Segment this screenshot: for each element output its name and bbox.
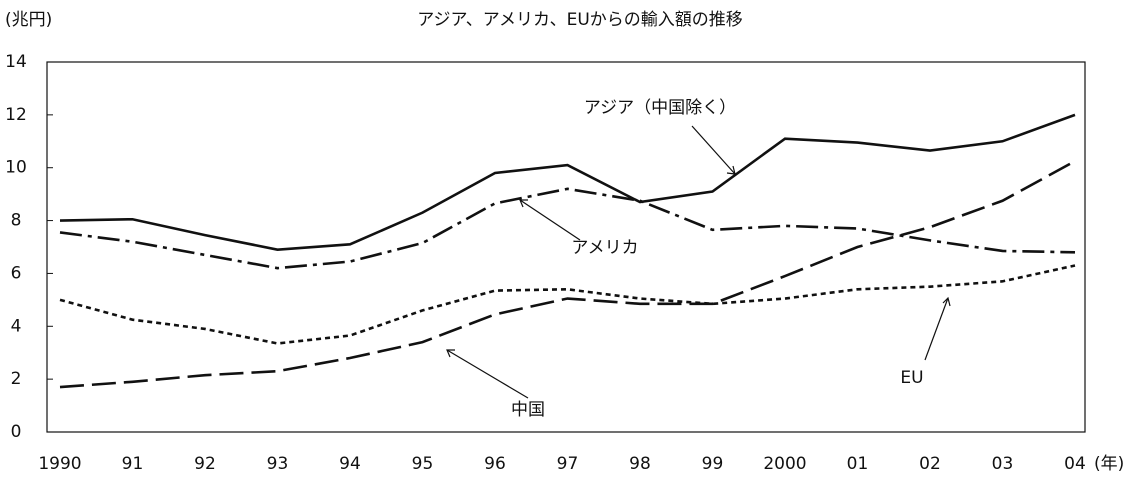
series-line [59,264,1076,345]
series-line [59,159,1076,389]
x-tick-label: 97 [557,454,579,474]
arrowhead [942,296,951,307]
x-tick-label: 96 [484,454,506,474]
x-tick-label: 04 [1064,454,1086,474]
arrow [924,297,949,361]
arrow [446,349,529,399]
y-axis-label: (兆円) [5,10,52,30]
y-tick-label: 10 [5,158,27,178]
arrow [519,199,581,241]
x-tick-label: 94 [339,454,361,474]
arrowhead [446,349,455,358]
x-tick-label: 99 [702,454,724,474]
x-tick-label: 93 [267,454,289,474]
y-tick-label: 12 [5,105,27,125]
series-annotation: EU [900,368,923,388]
x-tick-label: 95 [412,454,434,474]
x-tick-label: 92 [194,454,216,474]
arrow [691,125,736,175]
x-tick-label: 03 [992,454,1014,474]
y-tick-label: 4 [11,316,22,336]
x-tick-label: 1990 [38,454,81,474]
x-tick-label: 2000 [763,454,806,474]
y-tick-label: 0 [11,422,22,442]
y-tick-label: 8 [11,211,22,231]
y-tick-label: 2 [11,369,22,389]
plot-frame [46,61,1086,433]
x-tick-label: 91 [122,454,144,474]
y-tick-label: 6 [11,263,22,283]
x-tick-label: 02 [919,454,941,474]
annotation-arrows [446,125,951,399]
y-tick-label: 14 [5,52,27,72]
series-annotation: アメリカ [571,238,638,258]
chart-title: アジア、アメリカ、EUからの輸入額の推移 [417,10,743,30]
series-annotation: アジア（中国除く） [584,98,736,118]
series-line [59,187,1076,270]
series-line [59,113,1076,251]
arrowhead [519,199,528,208]
x-tick-label: 01 [847,454,869,474]
x-tick-label: 98 [629,454,651,474]
x-axis-label: (年) [1094,454,1124,474]
series-annotation: 中国 [511,400,545,420]
